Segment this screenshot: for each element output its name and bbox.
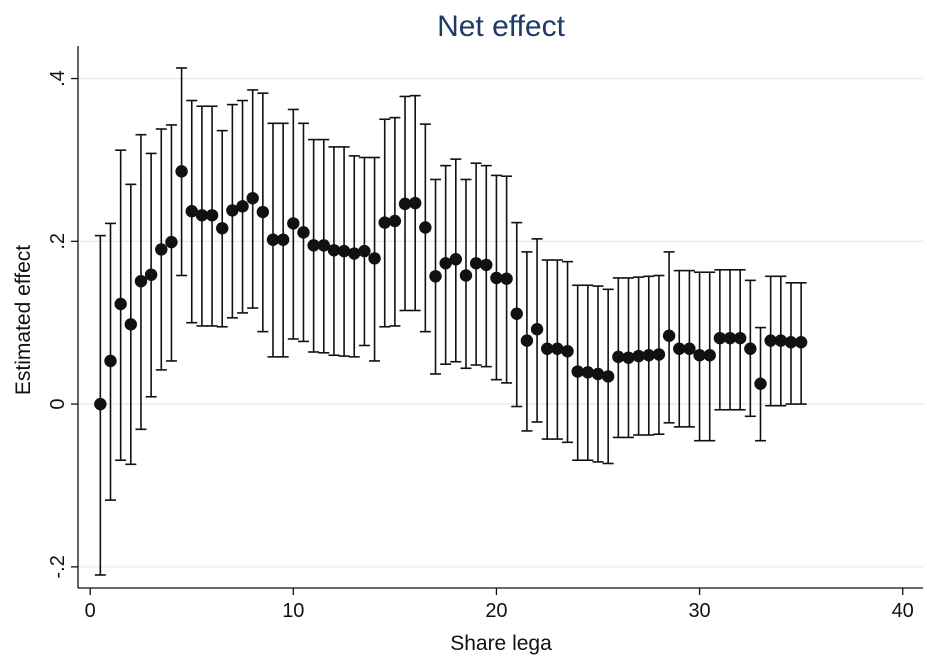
data-point <box>764 334 777 347</box>
data-point <box>662 329 676 342</box>
y-tick-label: -.2 <box>47 555 69 578</box>
data-point <box>591 367 605 381</box>
data-point <box>754 377 767 390</box>
data-point <box>216 222 229 235</box>
data-point <box>388 214 402 228</box>
data-point <box>185 205 198 218</box>
data-point <box>632 349 645 363</box>
data-point <box>317 239 330 252</box>
grid-lines <box>78 77 923 568</box>
data-point <box>774 334 788 347</box>
data-point <box>622 351 635 364</box>
data-point <box>490 271 503 285</box>
data-point <box>571 365 584 378</box>
data-point <box>449 253 463 266</box>
data-point <box>276 233 290 246</box>
data-point <box>327 244 341 257</box>
data-point <box>429 270 442 283</box>
data-point <box>165 235 178 249</box>
data-point <box>541 342 554 355</box>
data-point <box>175 165 188 178</box>
data-point <box>94 397 107 411</box>
data-point <box>459 269 473 282</box>
data-point <box>530 323 544 336</box>
data-point <box>337 244 351 258</box>
x-tick-label: 40 <box>892 600 914 622</box>
x-tick-label: 20 <box>485 600 507 622</box>
y-tick-label: .2 <box>47 233 69 250</box>
data-point <box>551 342 564 355</box>
data-point <box>155 243 168 256</box>
data-point <box>287 217 300 230</box>
data-point <box>642 349 655 362</box>
data-point <box>683 342 696 355</box>
data-point <box>256 205 270 219</box>
data-point <box>480 258 493 272</box>
data-point <box>439 257 452 270</box>
x-tick-label: 0 <box>85 600 96 622</box>
data-point <box>652 348 666 361</box>
data-point <box>378 216 391 229</box>
data-point <box>469 257 483 270</box>
data-point <box>246 191 259 205</box>
data-point <box>601 370 615 383</box>
y-tick-label: 0 <box>47 399 69 410</box>
data-point <box>510 307 523 320</box>
data-point <box>358 244 371 258</box>
data-point <box>226 204 239 217</box>
data-point <box>713 331 727 345</box>
data-point <box>144 268 158 281</box>
data-point <box>693 349 706 362</box>
data-point <box>561 344 574 358</box>
data-point <box>703 349 716 362</box>
x-tick-label: 10 <box>282 600 304 622</box>
data-point <box>794 336 808 349</box>
data-point <box>307 239 320 252</box>
data-point <box>195 209 209 222</box>
data-point <box>520 334 534 347</box>
y-axis-title: Estimated effect <box>12 245 35 395</box>
data-point <box>205 209 219 222</box>
data-point <box>581 366 595 379</box>
data-point <box>398 197 412 211</box>
data-point <box>104 354 117 368</box>
data-point <box>673 342 686 355</box>
data-point <box>114 297 127 311</box>
data-point <box>744 342 757 355</box>
data-point <box>784 336 798 349</box>
y-tick-label: .4 <box>47 70 69 87</box>
data-point <box>266 233 280 246</box>
x-tick-label: 30 <box>688 600 710 622</box>
axes: -.2 0 .2 .4 0 10 20 30 40 <box>47 46 923 622</box>
data-point <box>236 200 249 213</box>
data-point <box>348 247 361 260</box>
x-axis-title: Share lega <box>450 632 552 655</box>
data-point <box>297 226 310 239</box>
data-point <box>419 221 432 234</box>
data-point <box>134 274 148 288</box>
data-point <box>124 318 138 331</box>
data-point <box>408 196 422 210</box>
data-point <box>500 272 513 285</box>
data-point <box>723 331 737 345</box>
data-point <box>733 331 747 345</box>
data-points <box>94 165 808 411</box>
data-point <box>612 350 625 364</box>
data-point <box>368 252 381 265</box>
chart-title: Net effect <box>437 10 566 43</box>
